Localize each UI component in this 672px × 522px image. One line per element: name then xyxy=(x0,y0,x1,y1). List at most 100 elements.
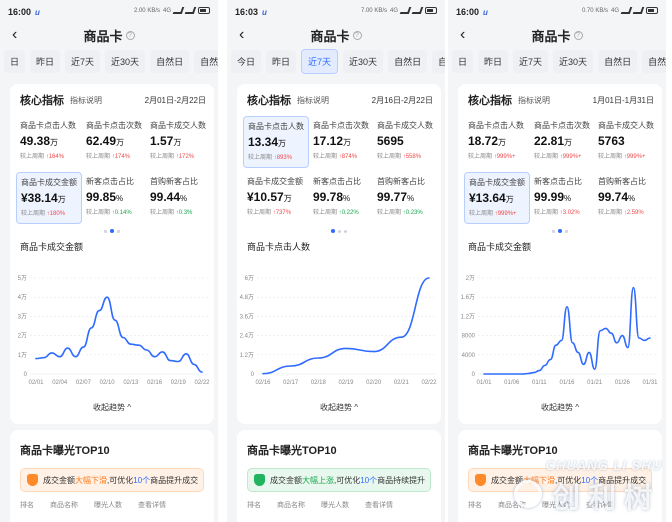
x-tick-label: 02/17 xyxy=(283,380,299,386)
compare-label: 较上周期 xyxy=(86,210,111,216)
pager-dot[interactable] xyxy=(331,229,335,233)
core-metrics-card: 核心指标 指标说明 2月01日-2月22日 商品卡点击人数 49.38万 较上周期 ↑16… xyxy=(10,84,214,424)
metrics-grid: 商品卡点击人数 49.38万 较上周期 ↑164% 商品卡点击次数 62.49万 较上周期… xyxy=(10,116,214,224)
metric-tile[interactable]: 首购新客占比 99.77% 较上周期 ↑0.23% xyxy=(373,172,437,224)
tab-period[interactable]: 自然周 xyxy=(194,49,218,73)
chart-title: 商品卡点击人数 xyxy=(247,242,311,252)
page-title: 商品卡 xyxy=(310,28,350,44)
tab-period[interactable]: 自然日 xyxy=(150,49,190,73)
insight-banner[interactable]: 成交金额 大幅上涨 ,可优化 10个 商品持续提升 xyxy=(247,468,431,492)
pager-dot[interactable] xyxy=(117,229,120,233)
metric-value: ¥10.57 xyxy=(247,190,284,204)
metric-tile[interactable]: 首购新客占比 99.74% 较上周期 ↑2.59% xyxy=(594,172,658,224)
metric-tile[interactable]: 商品卡成交金额 ¥13.64万 较上周期 ↑999%+ xyxy=(464,172,530,224)
compare-label: 较上周期 xyxy=(21,211,46,217)
metric-explain-link[interactable]: 指标说明 xyxy=(518,95,550,105)
tab-period[interactable]: 今日 xyxy=(231,49,262,73)
insight-banner[interactable]: 成交金额 大幅下滑 ,可优化 10个 商品提升成交 xyxy=(468,468,652,492)
back-arrow-icon[interactable]: ‹ xyxy=(12,26,18,43)
help-icon[interactable]: ? xyxy=(352,30,362,40)
battery-icon xyxy=(425,7,437,14)
compare-label: 较上周期 xyxy=(86,154,111,160)
metric-tile[interactable]: 商品卡成交人数 5695 较上周期 ↑558% xyxy=(373,116,437,168)
tab-period[interactable]: 自然周 xyxy=(642,49,666,73)
metric-label: 新客点击占比 xyxy=(534,177,582,186)
tab-period[interactable]: 自然日 xyxy=(388,49,428,73)
back-arrow-icon[interactable]: ‹ xyxy=(460,26,466,43)
y-tick-label: 4万 xyxy=(18,294,27,301)
phone-screen-2: 16:03u 7.00 KB/s4G ‹ 商品卡? 今日昨日近7天近30天自然日自然周核… xyxy=(227,0,445,522)
tab-period[interactable]: 近30天 xyxy=(105,49,146,73)
banner-text: 成交金额 xyxy=(491,475,523,485)
top10-card: 商品卡曝光TOP10 成交金额 大幅上涨 ,可优化 10个 商品持续提升 排名 商品名称 曝光人… xyxy=(237,430,441,522)
metric-tile[interactable]: 商品卡点击人数 13.34万 较上周期 ↑893% xyxy=(243,116,309,168)
metric-explain-link[interactable]: 指标说明 xyxy=(70,95,102,105)
signal-icon xyxy=(399,7,412,14)
tab-period[interactable]: 日 xyxy=(452,49,474,73)
tab-period[interactable]: 近7天 xyxy=(301,48,339,74)
tab-period[interactable]: 自然日 xyxy=(598,49,638,73)
pager-dot[interactable] xyxy=(344,229,347,233)
insight-banner[interactable]: 成交金额 大幅下滑 ,可优化 10个 商品提升成交 xyxy=(20,468,204,492)
metric-tile[interactable]: 商品卡成交人数 1.57万 较上周期 ↑172% xyxy=(146,116,210,168)
metric-tile[interactable]: 商品卡成交人数 5763 较上周期 ↑999%+ xyxy=(594,116,658,168)
back-arrow-icon[interactable]: ‹ xyxy=(239,26,245,43)
top10-card: 商品卡曝光TOP10 成交金额 大幅下滑 ,可优化 10个 商品提升成交 排名 商品名称 曝光人… xyxy=(458,430,662,522)
metric-value: 5763 xyxy=(598,134,625,148)
metric-tile[interactable]: 首购新客占比 99.44% 较上周期 ↑0.3% xyxy=(146,172,210,224)
pager-dot[interactable] xyxy=(110,229,114,233)
tab-period[interactable]: 近7天 xyxy=(513,49,549,73)
metric-tile[interactable]: 商品卡点击人数 18.72万 较上周期 ↑999%+ xyxy=(464,116,530,168)
metric-value-row: 99.99% xyxy=(534,190,590,204)
pager-dot[interactable] xyxy=(338,229,341,233)
core-metrics-title: 核心指标 xyxy=(247,95,291,107)
collapse-trend-button[interactable]: 收起趋势 ^ xyxy=(541,403,579,412)
tab-period[interactable]: 日 xyxy=(4,49,26,73)
metric-explain-link[interactable]: 指标说明 xyxy=(297,95,329,105)
metric-label: 商品卡点击次数 xyxy=(86,121,142,130)
status-icons: 7.00 KB/s 4G xyxy=(361,7,437,14)
help-icon[interactable]: ? xyxy=(125,30,135,40)
trend-chart: 0 1.2万 2.4万 3.6万 4.8万 6万 02/16 02/17 02/18 02/19 0… xyxy=(240,275,438,386)
pager-dot[interactable] xyxy=(552,229,555,233)
tab-period[interactable]: 昨日 xyxy=(30,49,61,73)
collapse-trend-button[interactable]: 收起趋势 ^ xyxy=(93,403,131,412)
metric-tile[interactable]: 商品卡成交金额 ¥10.57万 较上周期 ↑737% xyxy=(243,172,309,224)
banner-text: 成交金额 xyxy=(43,475,75,485)
core-metrics-card: 核心指标 指标说明 1月01日-1月31日 商品卡点击人数 18.72万 较上周期 ↑99… xyxy=(458,84,662,424)
metric-label: 商品卡成交金额 xyxy=(247,177,303,186)
pager-dot[interactable] xyxy=(104,229,107,233)
y-tick-label: 3万 xyxy=(18,313,27,320)
metric-tile[interactable]: 商品卡点击次数 22.81万 较上周期 ↑999%+ xyxy=(530,116,594,168)
tab-period[interactable]: 昨日 xyxy=(266,49,297,73)
trend-chart: 0 4000 8000 1.2万 1.6万 2万 01/01 01/06 01/11 01/16 0… xyxy=(461,275,659,386)
tab-period[interactable]: 近30天 xyxy=(553,49,594,73)
metric-tile[interactable]: 商品卡点击次数 62.49万 较上周期 ↑174% xyxy=(82,116,146,168)
metrics-grid: 商品卡点击人数 18.72万 较上周期 ↑999%+ 商品卡点击次数 22.81万 较上周… xyxy=(458,116,662,224)
collapse-trend-button[interactable]: 收起趋势 ^ xyxy=(320,403,358,412)
tab-period[interactable]: 自然周 xyxy=(432,49,445,73)
metric-unit: % xyxy=(343,194,351,203)
tab-period[interactable]: 昨日 xyxy=(478,49,509,73)
metric-label: 新客点击占比 xyxy=(86,177,134,186)
metric-tile[interactable]: 新客点击占比 99.99% 较上周期 ↑3.02% xyxy=(530,172,594,224)
metric-compare: 较上周期 ↑999%+ xyxy=(534,151,590,160)
tab-period[interactable]: 近30天 xyxy=(343,49,384,73)
help-icon[interactable]: ? xyxy=(573,30,583,40)
compare-label: 较上周期 xyxy=(150,210,175,216)
y-tick-label: 4000 xyxy=(462,353,476,359)
metric-tile[interactable]: 新客点击占比 99.78% 较上周期 ↑0.22% xyxy=(309,172,373,224)
chart-title: 商品卡成交金额 xyxy=(468,242,532,252)
pager-dot[interactable] xyxy=(565,229,568,233)
metric-tile[interactable]: 新客点击占比 99.85% 较上周期 ↑0.14% xyxy=(82,172,146,224)
compare-label: 较上周期 xyxy=(247,210,272,216)
app-notification-icon: u xyxy=(262,7,267,17)
x-tick-label: 01/11 xyxy=(532,380,547,386)
metric-tile[interactable]: 商品卡成交金额 ¥38.14万 较上周期 ↑180% xyxy=(16,172,82,224)
pager-dot[interactable] xyxy=(558,229,562,233)
tab-period[interactable]: 近7天 xyxy=(65,49,101,73)
metric-tile[interactable]: 商品卡点击人数 49.38万 较上周期 ↑164% xyxy=(16,116,82,168)
compare-label: 较上周期 xyxy=(377,210,402,216)
metric-value-row: 1.57万 xyxy=(150,134,206,148)
metric-tile[interactable]: 商品卡点击次数 17.12万 较上周期 ↑874% xyxy=(309,116,373,168)
